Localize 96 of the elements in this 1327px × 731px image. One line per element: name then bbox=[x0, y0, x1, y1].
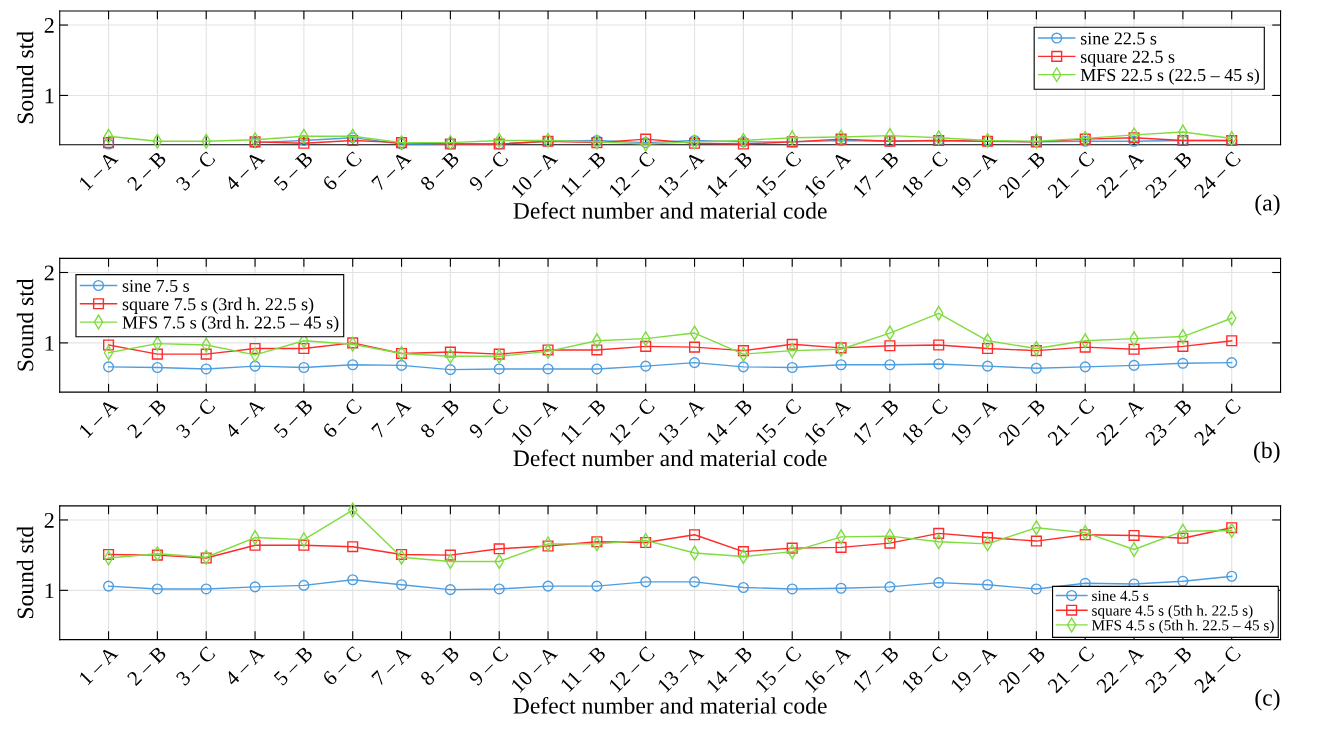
x-tick-label: 12 – C bbox=[608, 645, 656, 693]
x-tick-label: 10 – A bbox=[510, 150, 559, 198]
x-tick-label: 16 – A bbox=[803, 645, 852, 693]
x-tick-label: 19 – A bbox=[950, 397, 998, 446]
legend-label: MFS 4.5 s (5th h. 22.5 – 45 s) bbox=[1091, 619, 1274, 634]
x-tick-label: 4 – A bbox=[223, 150, 266, 192]
x-tick-label: 12 – C bbox=[608, 398, 656, 446]
x-tick-label: 18 – C bbox=[901, 645, 949, 693]
x-tick-label: 13 – A bbox=[657, 397, 705, 446]
x-tick-label: 3 – C bbox=[175, 645, 216, 687]
x-tick-label: 23 – B bbox=[1144, 645, 1193, 694]
x-tick-label: 15 – C bbox=[754, 150, 802, 198]
x-axis-title: Defect number and material code bbox=[513, 696, 827, 714]
x-tick-label: 2 – B bbox=[126, 150, 167, 192]
x-tick-label: 17 – B bbox=[852, 645, 900, 693]
x-tick-label: 23 – B bbox=[1144, 150, 1193, 199]
x-tick-label: 17 – B bbox=[852, 398, 900, 446]
x-tick-label: 17 – B bbox=[852, 150, 900, 198]
x-tick-label: 7 – A bbox=[371, 150, 412, 191]
x-tick-label: 21 – C bbox=[1047, 398, 1095, 447]
legend-label: MFS 22.5 s (22.5 – 45 s) bbox=[1080, 68, 1259, 85]
y-tick-label: 2 bbox=[44, 512, 54, 528]
x-tick-label: 2 – B bbox=[126, 398, 167, 439]
x-tick-label: 11 – B bbox=[559, 150, 607, 198]
x-tick-label: 13 – A bbox=[657, 645, 705, 693]
text: (c) bbox=[1255, 689, 1280, 711]
x-tick-label: 20 – B bbox=[998, 398, 1047, 447]
x-tick-label: 1 – A bbox=[78, 397, 119, 438]
x-axis-title: Defect number and material code bbox=[513, 449, 827, 467]
x-tick-label: 3 – C bbox=[175, 150, 216, 192]
y-axis-title: Sound std bbox=[16, 31, 34, 124]
legend-label: MFS 7.5 s (3rd h. 22.5 – 45 s) bbox=[122, 315, 339, 333]
x-tick-label: 4 – A bbox=[223, 645, 266, 687]
x-tick-label: 6 – C bbox=[321, 398, 363, 439]
x-tick-label: 4 – A bbox=[223, 397, 266, 439]
x-tick-label: 22 – A bbox=[1095, 645, 1145, 694]
x-tick-label: 6 – C bbox=[321, 645, 363, 687]
y-axis-title: Sound std bbox=[16, 526, 34, 619]
x-tick-label: 21 – C bbox=[1047, 645, 1095, 694]
x-tick-label: 20 – B bbox=[998, 150, 1047, 199]
x-tick-label: 8 – B bbox=[419, 150, 461, 192]
x-axis-title: Defect number and material code bbox=[513, 201, 827, 219]
x-tick-label: 24 – C bbox=[1193, 645, 1242, 694]
x-tick-label: 18 – C bbox=[901, 150, 949, 198]
y-tick-label: 2 bbox=[44, 18, 54, 33]
x-tick-label: 14 – B bbox=[705, 150, 753, 198]
x-tick-label: 9 – C bbox=[468, 645, 509, 687]
x-tick-label: 20 – B bbox=[998, 645, 1047, 694]
x-tick-label: 8 – B bbox=[419, 645, 461, 687]
y-tick-label: 1 bbox=[45, 88, 54, 104]
legend-label: square 22.5 s bbox=[1080, 50, 1175, 67]
x-tick-label: 3 – C bbox=[175, 398, 216, 439]
x-tick-label: 14 – B bbox=[705, 398, 753, 446]
text: (b) bbox=[1254, 441, 1280, 464]
x-tick-label: 13 – A bbox=[657, 150, 705, 198]
y-tick-label: 1 bbox=[45, 335, 54, 351]
x-tick-label: 16 – A bbox=[803, 150, 852, 198]
x-tick-label: 11 – B bbox=[559, 398, 607, 445]
y-tick-label: 2 bbox=[44, 265, 54, 281]
x-tick-label: 1 – A bbox=[78, 150, 119, 191]
x-tick-label: 5 – B bbox=[273, 645, 314, 686]
x-tick-label: 6 – C bbox=[321, 150, 363, 192]
x-tick-label: 10 – A bbox=[510, 397, 559, 446]
legend-label: sine 22.5 s bbox=[1080, 32, 1157, 45]
x-tick-label: 19 – A bbox=[950, 150, 998, 198]
x-tick-label: 9 – C bbox=[468, 398, 509, 439]
x-tick-label: 2 – B bbox=[126, 645, 167, 687]
x-tick-label: 8 – B bbox=[419, 398, 461, 439]
x-tick-label: 19 – A bbox=[950, 645, 998, 693]
x-tick-label: 5 – B bbox=[273, 398, 314, 439]
legend-label: square 4.5 s (5th h. 22.5 s) bbox=[1092, 604, 1253, 619]
x-tick-label: 5 – B bbox=[273, 150, 314, 192]
x-tick-label: 14 – B bbox=[705, 645, 753, 693]
x-tick-label: 1 – A bbox=[78, 645, 119, 686]
x-tick-label: 15 – C bbox=[754, 398, 802, 446]
x-tick-label: 24 – C bbox=[1193, 398, 1242, 447]
x-tick-label: 22 – A bbox=[1095, 397, 1145, 446]
x-tick-label: 21 – C bbox=[1047, 150, 1095, 199]
x-tick-label: 18 – C bbox=[901, 398, 949, 446]
x-tick-label: 16 – A bbox=[803, 397, 852, 446]
y-axis-title: Sound std bbox=[16, 278, 34, 371]
x-tick-label: 7 – A bbox=[371, 397, 412, 439]
legend-label: sine 4.5 s bbox=[1092, 590, 1149, 602]
x-tick-label: 10 – A bbox=[510, 645, 559, 693]
x-tick-label: 12 – C bbox=[608, 150, 656, 198]
x-tick-label: 24 – C bbox=[1193, 150, 1242, 199]
legend-label: sine 7.5 s bbox=[122, 279, 190, 293]
y-tick-label: 1 bbox=[45, 583, 54, 599]
x-tick-label: 22 – A bbox=[1095, 150, 1145, 199]
x-tick-label: 7 – A bbox=[371, 645, 412, 686]
x-tick-label: 15 – C bbox=[754, 645, 802, 693]
x-tick-label: 23 – B bbox=[1144, 398, 1193, 447]
x-tick-label: 9 – C bbox=[468, 150, 509, 192]
legend-label: square 7.5 s (3rd h. 22.5 s) bbox=[122, 297, 314, 314]
text: (a) bbox=[1255, 194, 1280, 216]
x-tick-label: 11 – B bbox=[559, 645, 607, 693]
